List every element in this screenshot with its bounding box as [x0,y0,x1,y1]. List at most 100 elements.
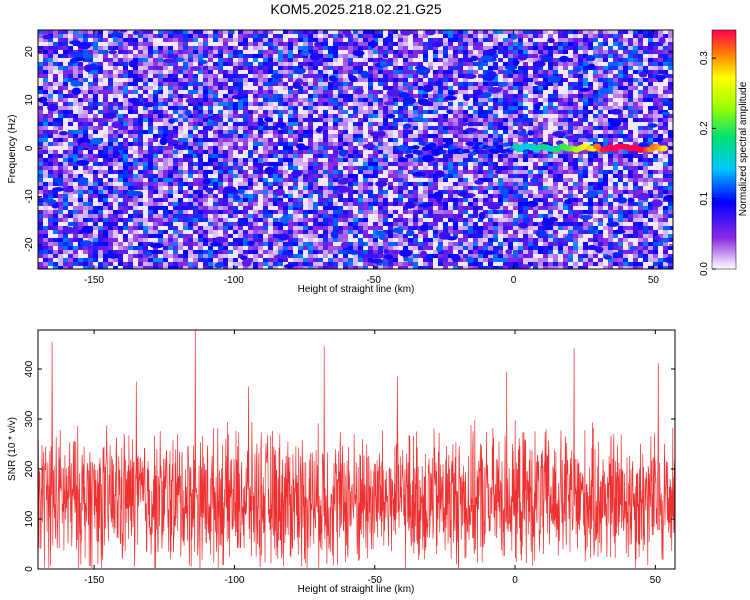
heatmap-cell [603,62,608,66]
heatmap-cell [193,162,198,166]
heatmap-cell [488,114,493,118]
heatmap-cell [218,122,223,126]
heatmap-cell [503,62,508,66]
heatmap-cell [253,126,258,130]
heatmap-cell [223,146,228,150]
heatmap-cell [473,98,478,102]
heatmap-cell [473,178,478,182]
heatmap-cell [273,142,278,146]
heatmap-cell [503,126,508,130]
heatmap-cell [343,62,348,66]
heatmap-cell [668,126,673,130]
heatmap-cell [238,30,243,34]
heatmap-cell [108,178,113,182]
heatmap-cell [313,30,318,34]
heatmap-cell [623,38,628,42]
heatmap-cell [78,130,83,134]
heatmap-cell [373,142,378,146]
heatmap-cell [363,170,368,174]
heatmap-cell [313,178,318,182]
heatmap-cell [128,66,133,70]
heatmap-cell [663,170,668,174]
heatmap-cell [163,78,168,82]
heatmap-cell [68,106,73,110]
heatmap-cell [628,178,633,182]
heatmap-cell [423,50,428,54]
heatmap-cell [343,66,348,70]
heatmap-cell [453,62,458,66]
heatmap-cell [658,54,663,58]
heatmap-cell [538,178,543,182]
heatmap-cell [368,138,373,142]
heatmap-cell [163,150,168,154]
heatmap-cell [363,90,368,94]
heatmap-cell [583,98,588,102]
heatmap-cell [273,66,278,70]
heatmap-cell [118,154,123,158]
heatmap-cell [188,50,193,54]
heatmap-cell [443,158,448,162]
heatmap-cell [528,126,533,130]
heatmap-cell [198,174,203,178]
heatmap-cell [218,146,223,150]
heatmap-cell [578,150,583,154]
heatmap-cell [468,30,473,34]
heatmap-cell [393,42,398,46]
heatmap-cell [313,150,318,154]
heatmap-cell [438,130,443,134]
heatmap-cell [238,178,243,182]
heatmap-cell [348,154,353,158]
heatmap-cell [338,66,343,70]
heatmap-cell [163,38,168,42]
heatmap-cell [123,54,128,58]
heatmap-cell [433,134,438,138]
heatmap-cell [443,86,448,90]
heatmap-cell [63,30,68,34]
heatmap-cell [403,74,408,78]
heatmap-cell [198,178,203,182]
heatmap-cell [453,170,458,174]
heatmap-cell [668,82,673,86]
heatmap-cell [273,34,278,38]
heatmap-cell [488,158,493,162]
heatmap-cell [223,70,228,74]
heatmap-cell [463,42,468,46]
heatmap-cell [243,74,248,78]
heatmap-cell [563,162,568,166]
heatmap-cell [583,138,588,142]
heatmap-cell [233,38,238,42]
heatmap-cell [63,126,68,130]
heatmap-cell [533,46,538,50]
heatmap-cell [338,82,343,86]
heatmap-cell [228,182,233,186]
heatmap-cell [308,106,313,110]
heatmap-cell [618,86,623,90]
heatmap-cell [83,102,88,106]
heatmap-cell [318,62,323,66]
heatmap-cell [448,70,453,74]
heatmap-cell [633,114,638,118]
heatmap-cell [653,54,658,58]
heatmap-cell [413,130,418,134]
heatmap-cell [458,78,463,82]
heatmap-cell [403,174,408,178]
heatmap-cell [363,50,368,54]
heatmap-cell [628,166,633,170]
heatmap-cell [153,94,158,98]
heatmap-cell [298,118,303,122]
heatmap-cell [273,170,278,174]
heatmap-cell [258,174,263,178]
heatmap-cell [248,150,253,154]
heatmap-cell [653,162,658,166]
heatmap-cell [533,142,538,146]
heatmap-cell [473,166,478,170]
heatmap-cell [523,42,528,46]
heatmap-cell [333,130,338,134]
heatmap-cell [63,98,68,102]
heatmap-cell [153,142,158,146]
heatmap-cell [263,34,268,38]
heatmap-cell [148,158,153,162]
heatmap-cell [483,154,488,158]
heatmap-cell [303,170,308,174]
heatmap-cell [93,54,98,58]
